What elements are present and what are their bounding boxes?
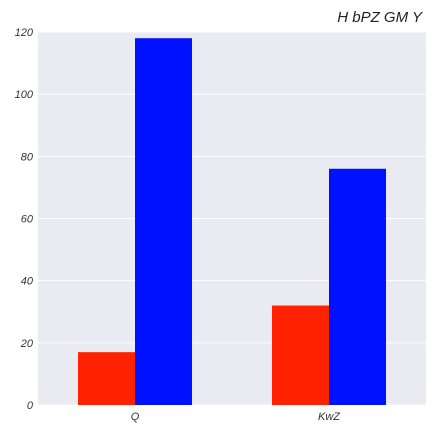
bar-Q-series-1 [78, 352, 135, 405]
chart-title: H bPZ GM Y [337, 9, 423, 26]
y-tick-label: 120 [15, 27, 34, 39]
y-tick-labels: 0 20 40 60 80 100 120 [15, 27, 34, 412]
x-tick-label: KwZ [318, 411, 341, 423]
y-tick-label: 100 [15, 89, 34, 101]
bar-KwZ-series-2 [329, 169, 386, 405]
bar-Q-series-2 [135, 38, 192, 405]
x-tick-labels: Q KwZ [131, 411, 342, 423]
y-tick-label: 80 [21, 151, 34, 163]
y-tick-label: 40 [21, 276, 34, 288]
bar-KwZ-series-1 [272, 306, 329, 405]
y-tick-label: 0 [27, 400, 34, 412]
x-tick-label: Q [131, 411, 140, 423]
y-tick-label: 60 [21, 214, 34, 226]
y-tick-label: 20 [20, 338, 34, 350]
